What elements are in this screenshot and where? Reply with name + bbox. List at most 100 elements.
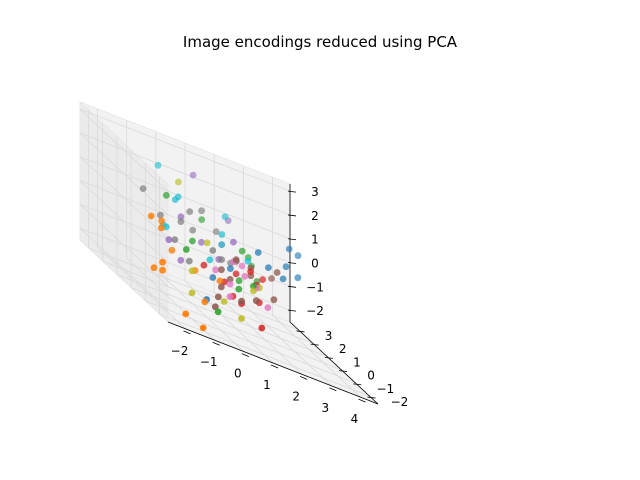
x-tick-mark — [300, 376, 308, 380]
z-grid-back — [79, 203, 291, 287]
data-point — [268, 275, 275, 282]
z-tick-label: 1 — [311, 233, 319, 247]
data-point — [186, 208, 194, 216]
data-point — [235, 277, 243, 285]
x-tick-mark — [183, 330, 191, 335]
data-point — [211, 303, 219, 311]
data-point — [212, 228, 220, 236]
data-point — [198, 238, 205, 246]
x-tick-label: 2 — [292, 389, 300, 403]
data-point — [150, 264, 158, 272]
data-point — [171, 196, 179, 204]
data-point — [252, 297, 260, 305]
data-point — [254, 249, 262, 256]
z-tick-mark — [287, 238, 297, 241]
data-point — [147, 212, 155, 220]
y-tick-mark — [296, 330, 305, 333]
data-point — [212, 266, 220, 274]
data-point — [259, 276, 266, 283]
data-point — [182, 246, 190, 253]
data-point — [154, 161, 162, 169]
x-axis-line — [167, 321, 379, 405]
y-tick-mark — [324, 356, 333, 359]
data-point — [198, 216, 206, 224]
z-grid-back — [79, 180, 291, 263]
z-tick-label: 0 — [311, 257, 319, 271]
x-tick-mark — [329, 387, 337, 392]
z-grid-back — [79, 227, 291, 311]
data-point — [244, 257, 252, 265]
x-grid-floor — [272, 314, 361, 398]
x-grid-floor — [155, 269, 245, 352]
data-point — [171, 236, 179, 244]
data-point — [250, 282, 257, 290]
data-point — [198, 207, 206, 215]
x-grid-floor — [243, 303, 332, 387]
data-point — [157, 211, 164, 219]
z-tick-mark — [287, 190, 297, 193]
data-point — [294, 252, 302, 260]
z-tick-label: 2 — [311, 209, 319, 223]
data-point — [188, 289, 196, 297]
z-grid-side — [79, 180, 169, 263]
x-grid-floor — [97, 246, 186, 330]
data-point — [247, 268, 255, 275]
grid-lines — [79, 108, 370, 398]
data-point — [282, 263, 290, 271]
y-tick-label: 3 — [325, 329, 333, 343]
data-point — [238, 297, 246, 305]
data-point — [232, 270, 240, 278]
data-point — [258, 324, 266, 332]
side-pane — [79, 101, 169, 323]
data-point — [206, 256, 214, 264]
data-point — [294, 274, 302, 282]
data-point — [177, 218, 185, 226]
data-point — [201, 298, 209, 306]
z-tick-label: 3 — [311, 185, 319, 199]
x-grid-floor — [126, 257, 215, 341]
z-tick-mark — [287, 214, 297, 217]
data-point — [238, 262, 246, 270]
x-tick-label: −1 — [200, 355, 218, 369]
data-point — [189, 171, 197, 179]
data-point — [227, 265, 234, 272]
x-tick-mark — [241, 353, 249, 357]
data-point — [189, 237, 196, 245]
x-grid-floor — [213, 292, 303, 375]
z-tick-label: −1 — [306, 280, 324, 294]
x-tick-label: 0 — [234, 367, 242, 381]
data-point — [221, 213, 229, 221]
y-grid-floor — [145, 300, 356, 384]
data-point — [209, 247, 217, 254]
y-grid-floor — [130, 287, 342, 370]
axis-lines — [167, 184, 379, 405]
x-tick-label: −2 — [171, 344, 189, 358]
data-point — [185, 257, 193, 265]
z-grid-side — [79, 108, 169, 192]
z-tick-mark — [287, 262, 297, 264]
data-point — [264, 304, 272, 311]
chart-title: Image encodings reduced using PCA — [182, 33, 458, 51]
data-point — [235, 285, 243, 293]
data-point — [279, 275, 287, 283]
data-point — [214, 293, 222, 301]
data-point — [159, 258, 167, 266]
y-tick-mark — [339, 370, 348, 373]
data-point — [250, 287, 257, 295]
z-grid-back — [79, 156, 291, 240]
z-grid-side — [79, 204, 169, 287]
data-point — [175, 178, 182, 186]
y-tick-label: −1 — [376, 382, 394, 396]
x-tick-mark — [358, 398, 366, 403]
data-point — [188, 267, 196, 275]
y-grid-floor — [116, 274, 328, 357]
z-tick-label: −2 — [306, 304, 324, 318]
x-grid-floor — [184, 280, 274, 364]
data-point — [238, 315, 245, 322]
data-point — [226, 280, 234, 288]
data-point — [218, 241, 226, 249]
data-points — [139, 161, 302, 332]
data-point — [241, 273, 249, 280]
data-point — [182, 310, 190, 318]
